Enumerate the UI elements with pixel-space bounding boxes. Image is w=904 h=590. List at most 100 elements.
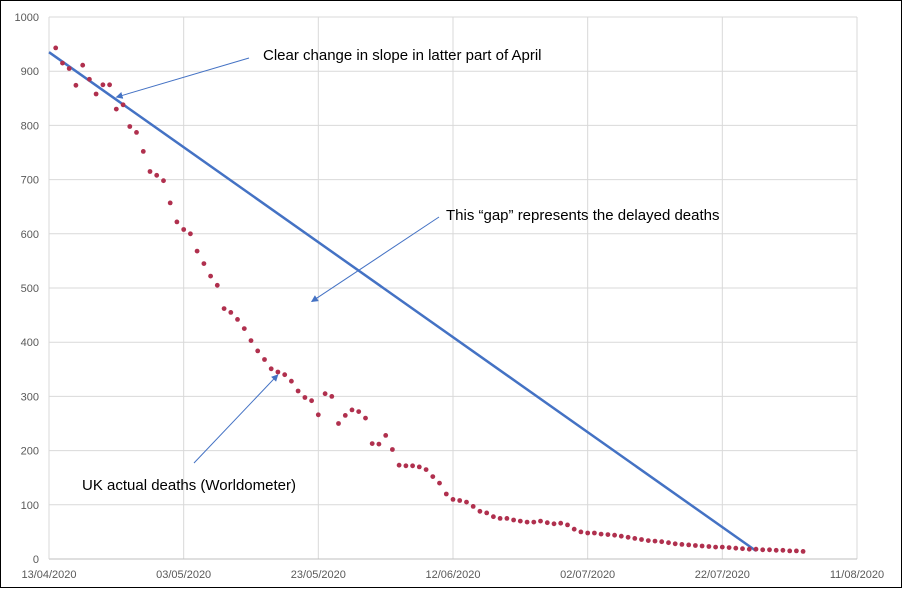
x-tick-label: 23/05/2020: [291, 569, 346, 581]
data-point: [302, 395, 308, 400]
x-tick-label: 11/08/2020: [830, 569, 884, 581]
data-point: [746, 546, 752, 552]
data-point: [147, 169, 153, 174]
data-point: [140, 149, 146, 154]
data-point: [538, 518, 543, 524]
data-point: [416, 464, 422, 470]
annotation-arrow: [193, 374, 279, 464]
annotation-text: This “gap” represents the delayed deaths: [446, 207, 720, 224]
data-point: [699, 543, 705, 549]
y-tick-label: 1000: [15, 12, 39, 24]
y-tick-label: 400: [21, 337, 39, 349]
data-point: [740, 546, 745, 552]
data-point: [800, 549, 806, 554]
data-point: [100, 82, 106, 88]
data-point: [686, 542, 692, 548]
data-point: [672, 541, 678, 547]
data-point: [349, 407, 355, 413]
trend-line-layer: [48, 51, 757, 552]
data-point: [733, 545, 739, 551]
data-point: [390, 447, 395, 452]
data-point: [484, 510, 490, 516]
y-tick-label: 300: [21, 391, 39, 403]
data-point: [295, 388, 301, 394]
data-point: [120, 102, 126, 108]
data-point: [315, 412, 321, 418]
data-point: [787, 548, 793, 554]
data-point: [403, 463, 409, 469]
data-point: [524, 519, 530, 525]
data-point: [410, 463, 415, 469]
y-tick-label: 900: [21, 66, 39, 78]
y-tick-label: 600: [21, 229, 39, 241]
data-point: [194, 248, 200, 254]
data-point: [780, 547, 786, 553]
x-tick-label: 22/07/2020: [695, 569, 750, 581]
data-point: [53, 45, 59, 51]
data-point: [275, 369, 281, 375]
x-tick-label: 13/04/2020: [21, 569, 76, 581]
data-points: [53, 45, 806, 554]
data-point: [214, 282, 220, 288]
annotations: Clear change in slope in latter part of …: [82, 47, 720, 494]
data-point: [255, 348, 261, 354]
data-point: [262, 357, 267, 362]
x-tick-label: 12/06/2020: [425, 569, 480, 581]
data-point: [639, 537, 644, 542]
data-point: [767, 547, 772, 553]
data-point: [760, 547, 766, 553]
y-tick-label: 100: [21, 500, 39, 512]
annotation-text: UK actual deaths (Worldometer): [82, 477, 296, 494]
data-point: [154, 172, 160, 178]
data-point: [457, 498, 463, 503]
data-point: [73, 82, 79, 88]
data-point: [107, 82, 112, 88]
data-point: [652, 538, 658, 544]
annotation-text: Clear change in slope in latter part of …: [263, 47, 542, 64]
data-point: [289, 378, 294, 384]
data-point: [618, 533, 624, 539]
data-point: [794, 548, 799, 554]
data-point: [423, 467, 429, 472]
data-point: [60, 60, 65, 66]
data-point: [598, 531, 604, 537]
data-point: [93, 91, 99, 97]
data-point: [181, 227, 187, 232]
data-point: [430, 474, 436, 479]
data-point: [309, 398, 314, 404]
annotation-arrow: [311, 216, 440, 303]
data-point: [161, 178, 166, 184]
data-point: [713, 544, 718, 550]
data-point: [706, 544, 712, 549]
data-point: [612, 532, 617, 538]
annotation-arrow: [115, 57, 250, 99]
data-point: [773, 547, 779, 553]
data-point: [329, 394, 335, 399]
data-point: [437, 480, 442, 486]
data-point: [376, 441, 382, 447]
data-point: [443, 491, 449, 497]
data-point: [491, 514, 496, 520]
data-point: [383, 433, 389, 438]
data-point: [558, 520, 564, 526]
data-point: [659, 539, 665, 545]
y-tick-label: 200: [21, 446, 39, 458]
data-point: [241, 326, 247, 331]
data-point: [201, 261, 207, 266]
y-tick-label: 700: [21, 175, 39, 187]
data-point: [342, 413, 348, 418]
data-point: [363, 415, 368, 421]
data-point: [571, 526, 577, 532]
data-point: [511, 517, 516, 523]
data-point: [504, 516, 510, 521]
data-point: [396, 462, 402, 468]
data-point: [679, 542, 685, 547]
data-point: [645, 538, 651, 543]
data-point: [228, 310, 234, 315]
data-point: [470, 504, 476, 509]
x-tick-label: 03/05/2020: [156, 569, 211, 581]
gridlines: [49, 16, 858, 559]
y-tick-label: 0: [33, 554, 39, 566]
